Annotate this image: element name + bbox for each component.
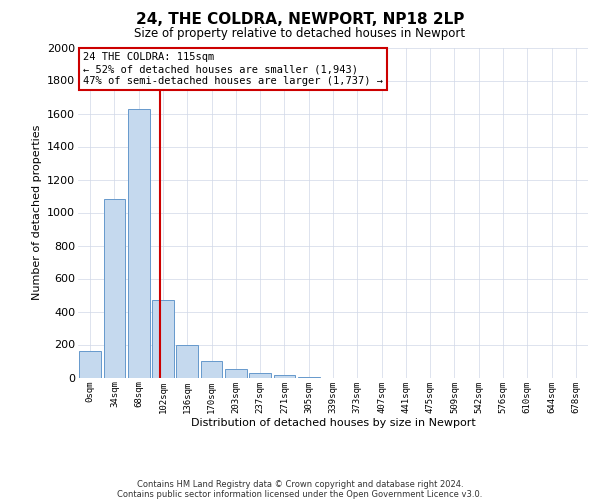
Bar <box>152 300 174 378</box>
Bar <box>249 374 271 378</box>
Bar <box>298 376 320 378</box>
Text: Size of property relative to detached houses in Newport: Size of property relative to detached ho… <box>134 28 466 40</box>
Bar <box>104 200 125 378</box>
Text: 24 THE COLDRA: 115sqm
← 52% of detached houses are smaller (1,943)
47% of semi-d: 24 THE COLDRA: 115sqm ← 52% of detached … <box>83 52 383 86</box>
Bar <box>79 351 101 378</box>
Y-axis label: Number of detached properties: Number of detached properties <box>32 125 41 300</box>
Bar <box>176 344 198 378</box>
Bar <box>225 369 247 378</box>
Text: Contains HM Land Registry data © Crown copyright and database right 2024.
Contai: Contains HM Land Registry data © Crown c… <box>118 480 482 499</box>
X-axis label: Distribution of detached houses by size in Newport: Distribution of detached houses by size … <box>191 418 475 428</box>
Bar <box>200 361 223 378</box>
Bar <box>274 375 295 378</box>
Text: 24, THE COLDRA, NEWPORT, NP18 2LP: 24, THE COLDRA, NEWPORT, NP18 2LP <box>136 12 464 28</box>
Bar <box>128 108 149 378</box>
